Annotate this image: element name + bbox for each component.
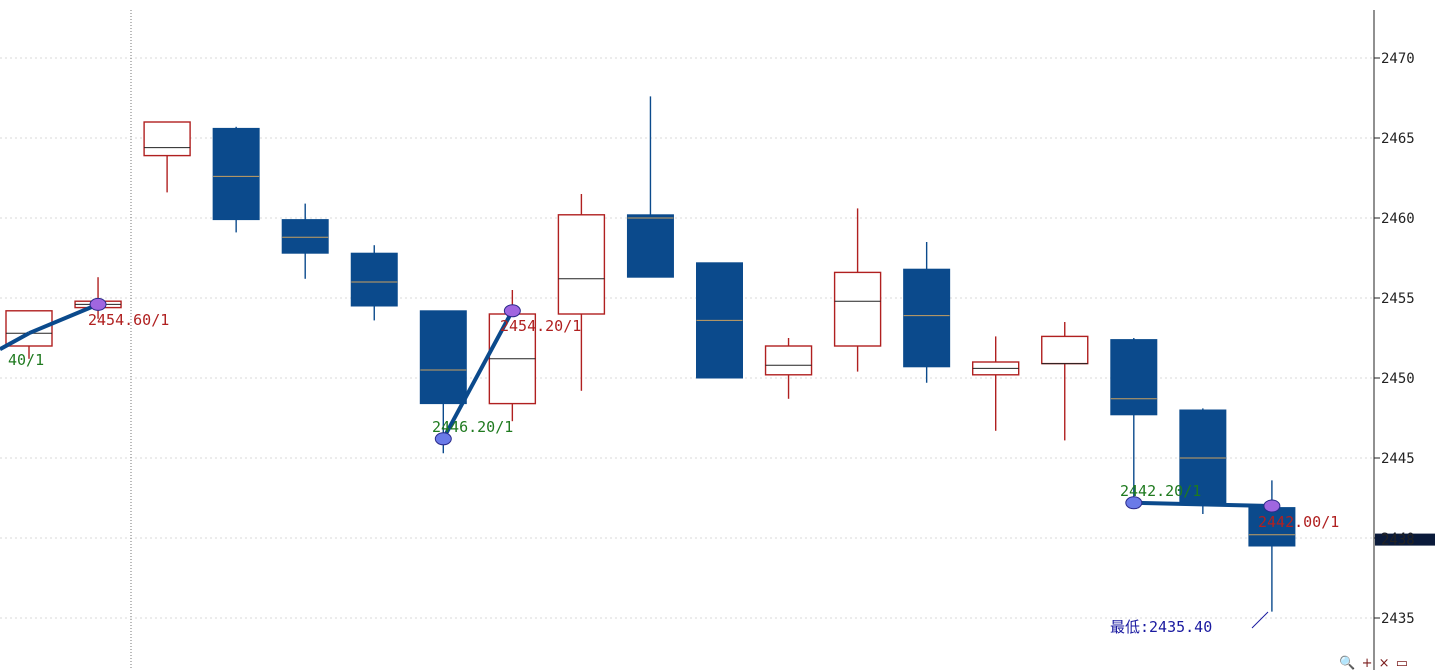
candle bbox=[1110, 338, 1158, 503]
zigzag-point bbox=[434, 432, 452, 446]
candle bbox=[903, 242, 951, 383]
candle bbox=[557, 194, 606, 391]
y-tick-label: 2435 bbox=[1381, 611, 1415, 627]
last-price-marker: 2438 bbox=[1375, 533, 1435, 549]
last-price-label: 2438 bbox=[1381, 533, 1415, 549]
chart-toolbar: 🔍 + × ▭ bbox=[1339, 656, 1409, 671]
zigzag-point bbox=[503, 304, 521, 318]
annotation-label: 2446.20/1 bbox=[432, 418, 513, 436]
close-icon[interactable]: × bbox=[1378, 656, 1391, 671]
candle-body bbox=[833, 271, 882, 347]
candle-body bbox=[281, 219, 329, 254]
candle bbox=[626, 96, 674, 278]
annotation-label: 40/1 bbox=[8, 351, 44, 369]
y-tick-label: 2470 bbox=[1381, 51, 1415, 67]
zigzag-segment bbox=[28, 302, 99, 336]
last-price-box bbox=[1375, 533, 1435, 546]
annotation-label: 2454.60/1 bbox=[88, 311, 169, 329]
candle bbox=[1248, 480, 1296, 612]
candle-body bbox=[1041, 335, 1089, 365]
candle-body bbox=[903, 268, 951, 368]
zigzag-point bbox=[89, 297, 107, 311]
zigzag-point bbox=[1263, 499, 1281, 513]
zigzag-overlay bbox=[0, 297, 1281, 513]
y-tick-label: 2455 bbox=[1381, 291, 1415, 307]
candle-body bbox=[1110, 339, 1158, 416]
zigzag-segment bbox=[0, 331, 30, 351]
candle-body bbox=[1179, 409, 1227, 504]
zigzag-segment bbox=[441, 309, 515, 440]
candle-body bbox=[626, 214, 674, 278]
zoom-icon[interactable]: 🔍 bbox=[1339, 656, 1357, 671]
annotation-label: 2454.20/1 bbox=[500, 317, 581, 335]
candle bbox=[972, 336, 1020, 431]
zigzag-segment bbox=[1133, 500, 1272, 508]
candle bbox=[281, 203, 329, 279]
candle bbox=[833, 208, 882, 372]
candle bbox=[764, 338, 813, 399]
candle-body bbox=[143, 121, 191, 157]
candle bbox=[1179, 408, 1227, 514]
candle-body bbox=[764, 345, 813, 376]
annotation-label: 2442.00/1 bbox=[1258, 513, 1339, 531]
y-tick-label: 2460 bbox=[1381, 211, 1415, 227]
y-tick-label: 2465 bbox=[1381, 131, 1415, 147]
candle bbox=[1041, 322, 1089, 441]
candle bbox=[419, 310, 467, 454]
grid-lines bbox=[0, 57, 1374, 619]
candle-body bbox=[1248, 507, 1296, 547]
annotations-group: 40/1 2454.60/1 2446.20/1 2454.20/1 2442.20/1… bbox=[8, 311, 1339, 636]
plus-icon[interactable]: + bbox=[1361, 656, 1374, 671]
candle bbox=[143, 121, 191, 193]
candle bbox=[212, 126, 260, 233]
annotation-label: 最低:2435.40 bbox=[1110, 618, 1212, 636]
y-tick-label: 2445 bbox=[1381, 451, 1415, 467]
candle bbox=[696, 262, 743, 379]
candle-body bbox=[419, 310, 467, 405]
zigzag-point bbox=[1125, 496, 1143, 510]
candle bbox=[350, 245, 398, 321]
candle-body bbox=[557, 214, 606, 315]
window-icon[interactable]: ▭ bbox=[1395, 656, 1409, 671]
candle bbox=[488, 290, 537, 422]
low-pointer-line bbox=[1251, 611, 1269, 629]
y-tick-label: 2450 bbox=[1381, 371, 1415, 387]
annotation-label: 2442.20/1 bbox=[1120, 482, 1201, 500]
candle-body bbox=[350, 252, 398, 307]
candle-body bbox=[212, 127, 260, 221]
candles-group bbox=[5, 96, 1296, 612]
